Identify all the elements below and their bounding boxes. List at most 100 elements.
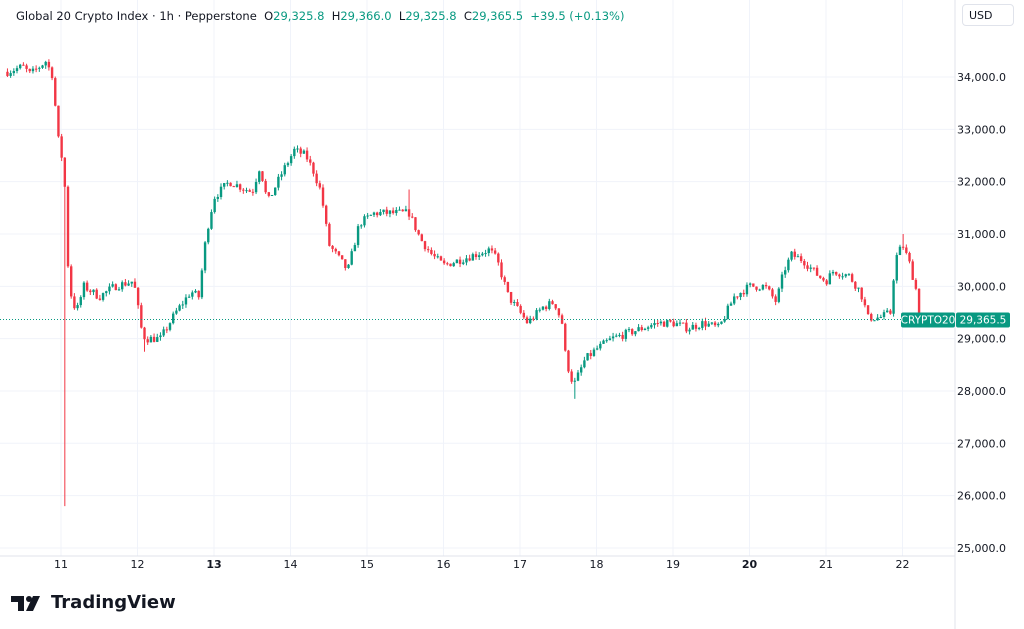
candle-body <box>219 186 223 197</box>
candle-body <box>637 327 640 332</box>
candle-body <box>803 260 806 266</box>
candle-body <box>503 277 506 282</box>
candle-body <box>793 251 796 257</box>
candle-body <box>611 336 615 339</box>
candle-body <box>101 293 105 300</box>
candle-body <box>363 216 366 226</box>
candle-body <box>583 360 586 368</box>
candle-body <box>41 65 44 68</box>
candle-body <box>717 323 720 326</box>
open-value: 29,325.8 <box>273 9 325 23</box>
candle-body <box>627 329 631 331</box>
candle-body <box>6 71 9 76</box>
candle-body <box>156 337 159 342</box>
candle-body <box>666 320 669 327</box>
candle-body <box>838 274 841 277</box>
candle-body <box>286 163 290 166</box>
y-tick-label: 33,000.0 <box>957 123 1006 136</box>
candle-body <box>344 259 347 268</box>
candle-body <box>401 209 404 212</box>
tradingview-logo-icon <box>11 595 40 611</box>
candle-body <box>650 325 653 328</box>
candle-body <box>544 306 548 309</box>
candle-body <box>407 209 411 217</box>
candle-body <box>404 209 408 212</box>
candle-body <box>860 287 863 300</box>
candle-body <box>589 353 592 356</box>
candle-body <box>296 148 299 150</box>
y-tick-label: 32,000.0 <box>957 176 1006 189</box>
candle-body <box>567 350 570 372</box>
candle-body <box>127 283 130 286</box>
y-tick-label: 34,000.0 <box>957 71 1006 84</box>
candle-body <box>784 270 787 275</box>
candle-body <box>586 353 589 361</box>
candle-body <box>736 296 739 298</box>
candle-body <box>771 289 774 297</box>
candle-body <box>340 255 344 260</box>
candle-body <box>203 242 207 271</box>
candle-body <box>382 209 385 212</box>
candle-body <box>857 287 860 289</box>
candle-body <box>105 291 108 294</box>
candle-body <box>379 211 382 216</box>
tradingview-logo[interactable]: TradingView <box>11 592 176 613</box>
low-label: L <box>398 9 406 23</box>
candle-body <box>315 173 318 184</box>
candle-body <box>261 171 264 181</box>
last-price-tag-bg <box>956 312 1010 328</box>
candle-body <box>417 230 420 235</box>
candle-body <box>121 282 124 290</box>
candle-body <box>618 334 621 336</box>
candle-body <box>634 331 637 335</box>
candle-body <box>130 281 133 284</box>
candle-body <box>194 290 197 293</box>
candle-body <box>876 317 879 321</box>
candle-body <box>427 249 430 251</box>
candle-body <box>305 150 309 160</box>
candle-body <box>267 192 271 196</box>
candle-body <box>274 187 277 195</box>
candle-body <box>264 180 267 193</box>
candle-body <box>462 262 465 264</box>
candle-body <box>152 336 156 342</box>
candle-body <box>631 329 634 335</box>
candle-body <box>439 256 443 261</box>
currency-button[interactable]: USD <box>962 4 1014 26</box>
candle-body <box>235 184 239 187</box>
candle-body <box>223 183 226 187</box>
symbol-tag-bg <box>901 312 955 328</box>
y-tick-label: 26,000.0 <box>957 490 1006 503</box>
candle-body <box>172 313 175 324</box>
candle-body <box>471 254 475 261</box>
candle-body <box>678 322 682 324</box>
close-label: C <box>463 9 472 23</box>
candle-body <box>525 317 529 324</box>
candle-body <box>414 217 417 231</box>
candle-body <box>191 292 194 297</box>
x-tick-label: 16 <box>437 558 451 571</box>
candle-body <box>697 327 701 329</box>
candle-body <box>334 248 337 252</box>
candle-body <box>210 212 213 229</box>
candle-body <box>353 245 357 252</box>
candle-body <box>181 304 184 306</box>
logo-text: TradingView <box>51 592 176 613</box>
candle-body <box>70 266 73 297</box>
candle-body <box>200 270 204 298</box>
candle-body <box>659 321 663 324</box>
candle-body <box>691 324 694 330</box>
y-tick-label: 30,000.0 <box>957 280 1006 293</box>
candle-body <box>723 319 726 322</box>
candle-body <box>146 339 149 343</box>
candle-body <box>277 176 280 188</box>
candle-body <box>328 223 331 246</box>
candle-body <box>360 225 363 227</box>
candle-body <box>140 305 143 328</box>
last-price-tag: 29,365.5 <box>960 315 1007 327</box>
candle-body <box>573 380 577 382</box>
candle-body <box>34 68 38 70</box>
candle-body <box>149 336 153 343</box>
candle-body <box>159 335 162 338</box>
